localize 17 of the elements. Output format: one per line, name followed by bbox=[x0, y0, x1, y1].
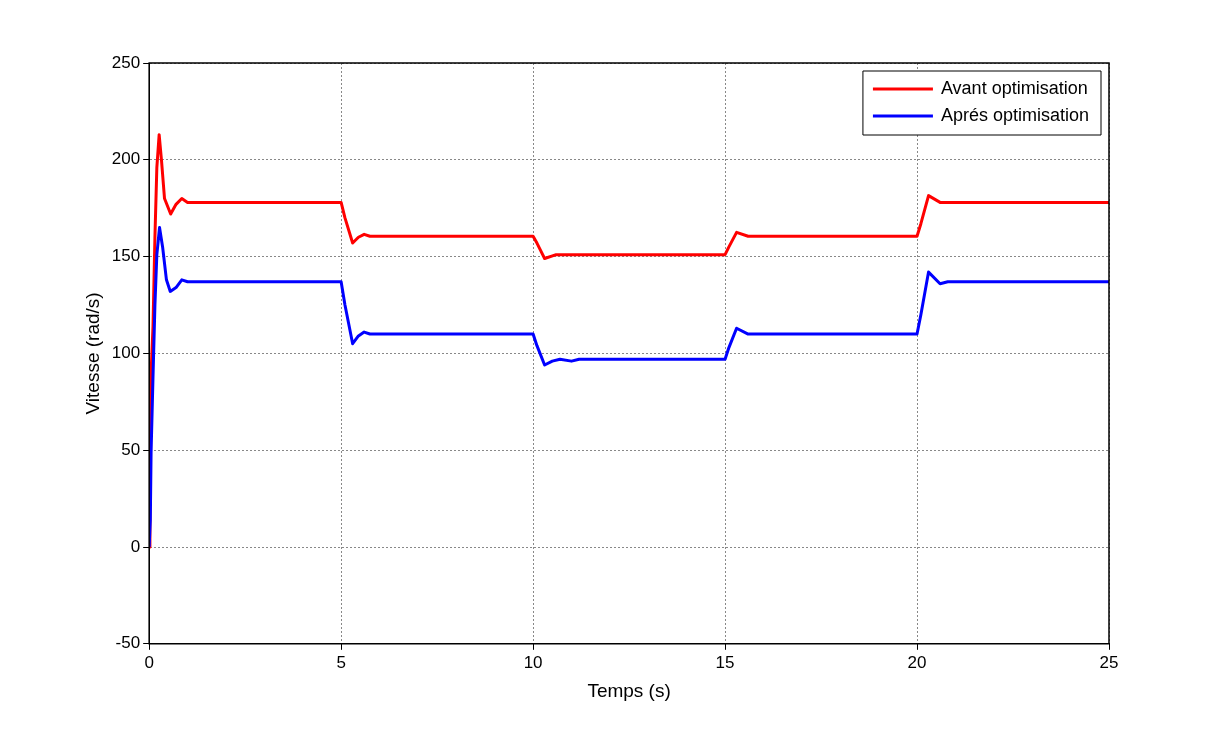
y-axis-title: Vitesse (rad/s) bbox=[81, 292, 103, 415]
x-tick-label: 15 bbox=[715, 652, 735, 672]
y-tick-label: 200 bbox=[111, 149, 141, 169]
y-tick-label: 0 bbox=[130, 536, 141, 556]
x-tick-label: 10 bbox=[523, 652, 543, 672]
x-tick-label: 20 bbox=[907, 652, 927, 672]
x-tick-label: 25 bbox=[1099, 652, 1119, 672]
x-tick-label: 5 bbox=[336, 652, 346, 672]
y-tick-label: -50 bbox=[115, 633, 141, 653]
x-tick-label: 0 bbox=[144, 652, 154, 672]
x-axis-title: Temps (s) bbox=[587, 679, 671, 701]
legend-label: Avant optimisation bbox=[940, 77, 1088, 98]
y-tick-label: 150 bbox=[111, 246, 141, 266]
y-tick-label: 100 bbox=[111, 343, 141, 363]
y-tick-label: 250 bbox=[111, 52, 141, 72]
y-tick-label: 50 bbox=[121, 439, 141, 459]
legend-label: Aprés optimisation bbox=[940, 104, 1090, 125]
